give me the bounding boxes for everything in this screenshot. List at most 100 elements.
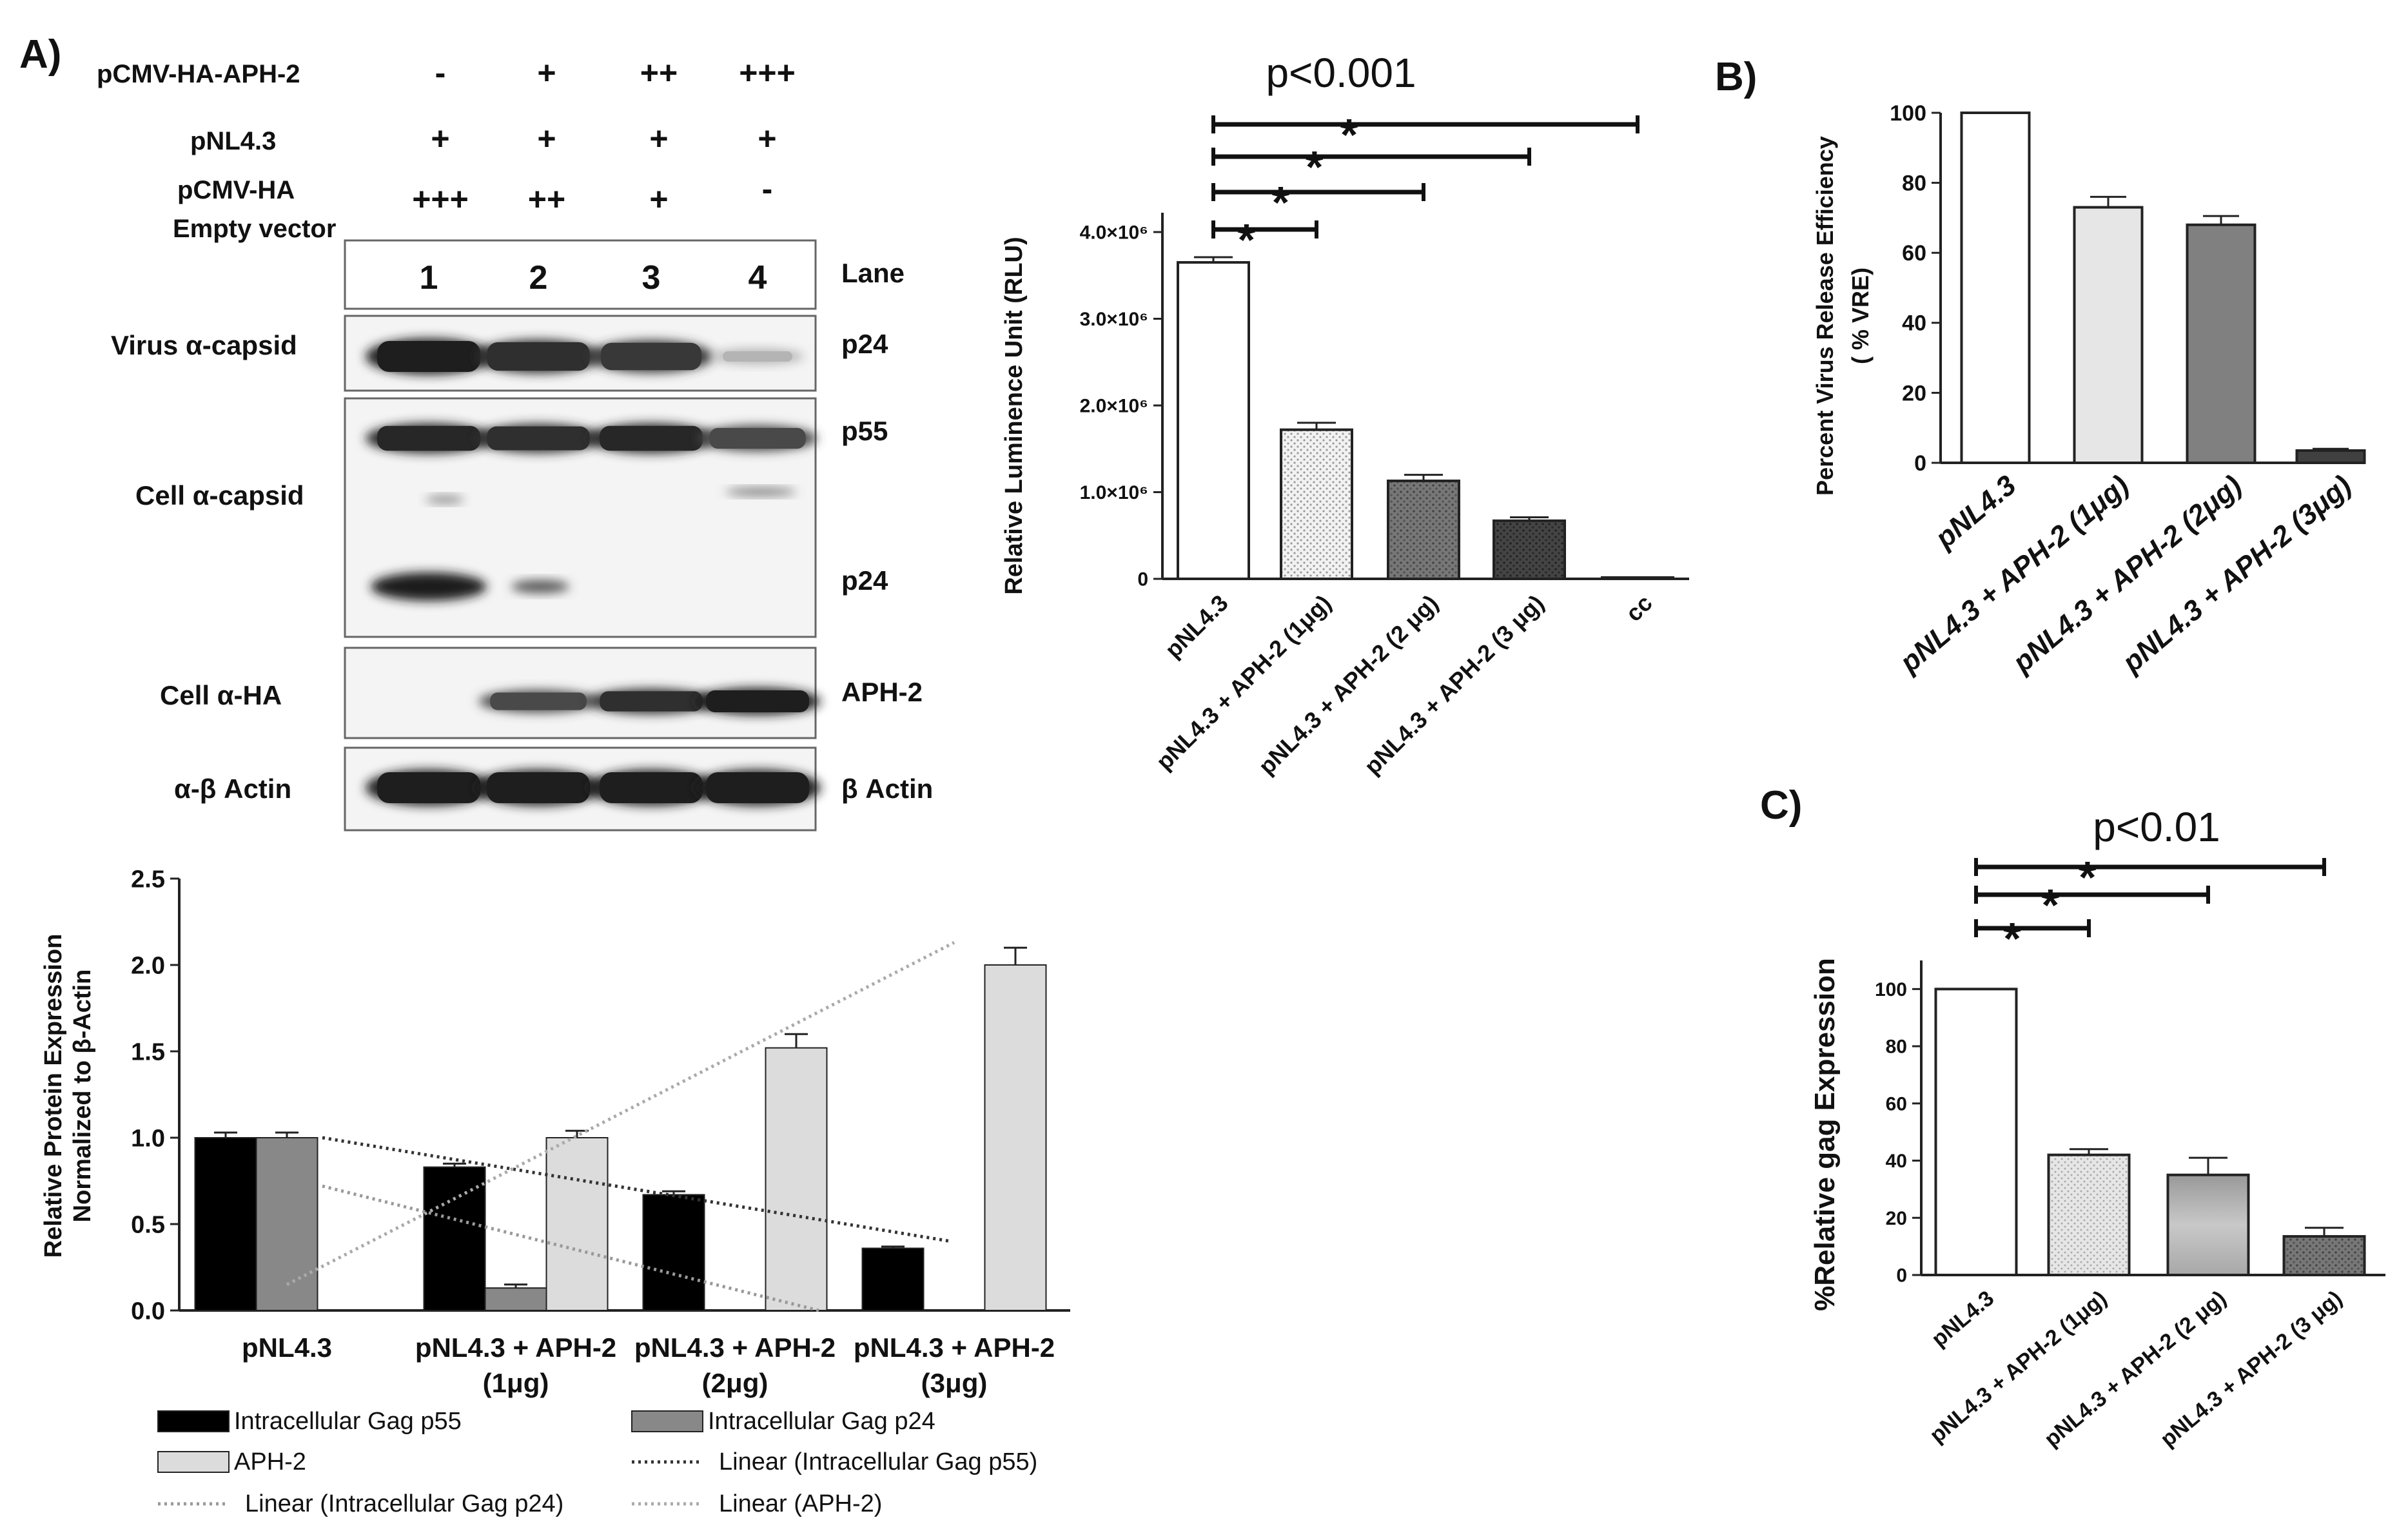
legend-swatch (157, 1451, 230, 1473)
blot-band (723, 351, 792, 362)
x-tick-label: cc (1620, 590, 1657, 627)
bar (2186, 223, 2256, 464)
y-tick-label: 2.0 (131, 952, 165, 979)
y-tick-label: 80 (1902, 171, 1926, 196)
bar (2295, 449, 2366, 464)
cond-value: - (435, 55, 446, 91)
bar (765, 1047, 828, 1311)
y-tick-label: 0 (1896, 1265, 1907, 1287)
x-tick-label: pNL4.3 (1160, 590, 1233, 663)
western-blot: pCMV-HA-APH-2 pNL4.3 pCMV-HA Empty vecto… (97, 55, 933, 832)
y-tick-label: 100 (1875, 979, 1907, 1000)
y-tick-label: 2.0×10⁶ (1080, 396, 1148, 417)
y-tick-label: 1.5 (131, 1038, 165, 1066)
lane-number: 3 (642, 259, 661, 297)
bar (1960, 112, 2031, 464)
blot-band-label: APH-2 (841, 677, 923, 707)
significance-star: * (2042, 880, 2060, 930)
x-tick-label: pNL4.3 + APH-2 (415, 1332, 616, 1363)
y-tick-label: 20 (1902, 381, 1926, 405)
significance-star: * (1306, 142, 1324, 192)
lane-number: 4 (749, 259, 767, 297)
y-tick-label: 80 (1886, 1037, 1907, 1058)
y-axis-label: %Relative gag Expression (1809, 958, 1841, 1311)
legend-label: APH-2 (234, 1448, 306, 1475)
cond-value: + (537, 121, 556, 157)
bar (642, 1194, 705, 1311)
blot-band (487, 426, 590, 451)
bar (1387, 480, 1460, 581)
x-tick-label: pNL4.3 (242, 1332, 332, 1363)
blot-row-label: Virus α-capsid (111, 330, 297, 360)
y-tick-label: 0 (1914, 451, 1926, 476)
y-tick-label: 1.0 (131, 1125, 165, 1152)
condition-sublabel: Empty vector (173, 215, 336, 243)
bar (2047, 1153, 2131, 1276)
x-tick-label: pNL4.3 + APH-2 (2 μg) (1253, 590, 1444, 780)
legend-swatch (631, 1410, 703, 1432)
bar (1280, 428, 1353, 580)
bar (2166, 1173, 2250, 1277)
blot-band-label: p24 (841, 565, 888, 596)
significance-star: * (1340, 110, 1358, 160)
y-axis-label: Relative Luminence Unit (RLU) (1001, 237, 1028, 594)
y-tick-label: 1.0×10⁶ (1080, 482, 1148, 503)
cond-value: + (758, 121, 776, 157)
x-tick-label: (2μg) (702, 1368, 768, 1398)
condition-values: - + ++ +++ + + + + +++ ++ + - (412, 55, 796, 217)
condition-label-pcmvha: pCMV-HA (177, 176, 295, 204)
bar (484, 1287, 547, 1312)
y-tick-label: 3.0×10⁶ (1080, 309, 1148, 330)
cond-value: - (762, 171, 773, 207)
blot-band (377, 772, 480, 803)
bar (861, 1247, 925, 1312)
chart-title: p<0.001 (1266, 50, 1416, 96)
significance-star: * (2003, 913, 2021, 964)
luminescence-chart: 0 1.0×10⁶ 2.0×10⁶ 3.0×10⁶ 4.0×10⁶ Relative Lu… (1001, 50, 1689, 779)
bar (1177, 261, 1250, 580)
cond-value: + (649, 121, 668, 157)
y-axis-label: ( % VRE) (1847, 268, 1874, 364)
blot-band-label: p55 (841, 416, 888, 446)
blot-band (371, 572, 487, 601)
y-tick-label: 100 (1890, 101, 1926, 126)
blot-band (487, 772, 590, 803)
legend-label: Intracellular Gag p55 (234, 1408, 462, 1435)
blot-band (600, 425, 703, 451)
cond-value: +++ (412, 181, 469, 217)
bar (1601, 576, 1674, 580)
blot-row-label: α-β Actin (174, 774, 291, 804)
condition-label-pnl43: pNL4.3 (190, 127, 276, 155)
blot-band (490, 692, 587, 710)
blot-band (511, 580, 569, 593)
lane-label: Lane (841, 258, 905, 288)
x-tick-label: pNL4.3 + APH-2 (3 μg) (1359, 590, 1549, 780)
cond-value: ++ (640, 55, 678, 91)
blot-band (600, 691, 703, 712)
y-tick-label: 20 (1886, 1208, 1907, 1229)
chart-title: p<0.01 (2093, 804, 2220, 850)
blot-row-label: Cell α-capsid (135, 480, 304, 511)
blot-row-label: Cell α-HA (160, 680, 282, 710)
bar (1493, 519, 1566, 581)
x-tick-label: pNL4.3 (1927, 1286, 1999, 1352)
significance-star: * (1272, 177, 1290, 228)
y-tick-label: 2.5 (131, 866, 165, 893)
legend-label: Linear (APH-2) (719, 1490, 882, 1517)
blot-band (709, 427, 806, 449)
x-tick-label: (1μg) (483, 1368, 549, 1398)
cond-value: + (431, 121, 449, 157)
vre-chart: 0 20 40 60 80 100 Percent Virus Release Effici… (1812, 101, 2366, 679)
legend-label: Linear (Intracellular Gag p55) (719, 1448, 1037, 1475)
x-tick-label: pNL4.3 (1929, 469, 2022, 554)
blot-band (600, 342, 702, 371)
y-tick-label: 40 (1886, 1151, 1907, 1172)
cond-value: ++ (528, 181, 565, 217)
lane-box (344, 239, 817, 310)
y-axis-label: Normalized to β-Actin (69, 969, 96, 1223)
y-axis-label: Relative Protein Expression (40, 934, 67, 1258)
lane-number: 2 (529, 259, 548, 297)
x-tick-label: pNL4.3 + APH-2 (634, 1332, 836, 1363)
bar (255, 1137, 318, 1311)
